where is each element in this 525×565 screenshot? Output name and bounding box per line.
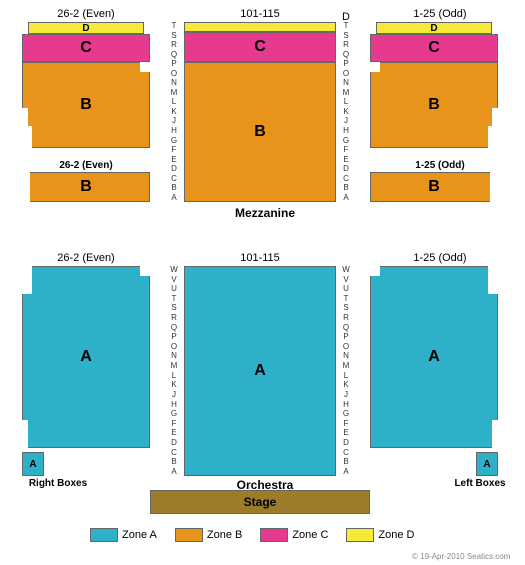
section-mezzCC[interactable]: C (184, 32, 336, 62)
section-orchC[interactable]: A (184, 266, 336, 476)
legend-label: Zone B (207, 529, 242, 541)
section-mezzRB[interactable]: B (370, 62, 498, 148)
step-mask (370, 266, 380, 276)
step-mask (488, 266, 498, 294)
legend-item-C: Zone C (260, 528, 328, 542)
section-mezzLD[interactable]: D (28, 22, 144, 34)
legend-item-B: Zone B (175, 528, 242, 542)
section-mezzRC[interactable]: C (370, 34, 498, 62)
top-label-mezz_center: 101-115 (210, 8, 310, 20)
step-mask (22, 108, 28, 148)
legend-item-A: Zone A (90, 528, 157, 542)
step-mask (490, 172, 498, 202)
step-mask (370, 62, 380, 72)
step-mask (22, 172, 30, 202)
label-orchestra: Orchestra (225, 478, 305, 492)
rowlabels-mezzC_left: ABCDEFGHJKLMNOPQRST (168, 22, 180, 202)
section-rightBox[interactable]: A (22, 452, 44, 476)
rowlabels-mezzC_right: ABCDEFGHJKLMNOPQRST (340, 22, 352, 202)
label-rightboxes: Right Boxes (18, 478, 98, 489)
section-orchL[interactable]: A (22, 266, 150, 448)
step-mask (140, 266, 150, 276)
top-label-mezz_right: 1-25 (Odd) (390, 8, 490, 20)
top-label-mezz_left: 26-2 (Even) (36, 8, 136, 20)
section-mezzCD[interactable] (184, 22, 336, 32)
legend-swatch (90, 528, 118, 542)
legend-label: Zone D (378, 529, 414, 541)
top-label-orch_center: 101-115 (210, 252, 310, 264)
legend-label: Zone A (122, 529, 157, 541)
footer-copyright: © 19-Apr-2010 Seatics.com (412, 552, 510, 561)
section-mezzLC[interactable]: C (22, 34, 150, 62)
top-label-orch_right: 1-25 (Odd) (390, 252, 490, 264)
section-mezzCB[interactable]: B (184, 62, 336, 202)
legend-item-D: Zone D (346, 528, 414, 542)
step-mask (22, 420, 28, 448)
section-mezzLB2[interactable]: B (22, 172, 150, 202)
step-mask (492, 108, 498, 148)
rowlabels-orchC_right: ABCDEFGHJKLMNOPQRSTUVW (340, 266, 352, 476)
section-stage[interactable]: Stage (150, 490, 370, 514)
legend-swatch (260, 528, 288, 542)
legend-swatch (175, 528, 203, 542)
section-mezzLB[interactable]: B (22, 62, 150, 148)
label-mezzLB2top: 26-2 (Even) (36, 160, 136, 171)
top-label-orch_left: 26-2 (Even) (36, 252, 136, 264)
section-mezzRD[interactable]: D (376, 22, 492, 34)
label-leftboxes: Left Boxes (440, 478, 520, 489)
legend: Zone A Zone B Zone C Zone D (90, 528, 414, 542)
label-mezzRB2top: 1-25 (Odd) (390, 160, 490, 171)
step-mask (492, 420, 498, 448)
seating-chart: DCBBCBDCBBAAAAAStage26-2 (Even)101-1151-… (0, 0, 525, 565)
rowlabels-orchC_left: ABCDEFGHJKLMNOPQRSTUVW (168, 266, 180, 476)
section-leftBox[interactable]: A (476, 452, 498, 476)
section-orchR[interactable]: A (370, 266, 498, 448)
legend-label: Zone C (292, 529, 328, 541)
step-mask (22, 266, 32, 294)
section-mezzRB2[interactable]: B (370, 172, 498, 202)
label-mezzanine: Mezzanine (225, 206, 305, 220)
step-mask (140, 62, 150, 72)
legend-swatch (346, 528, 374, 542)
